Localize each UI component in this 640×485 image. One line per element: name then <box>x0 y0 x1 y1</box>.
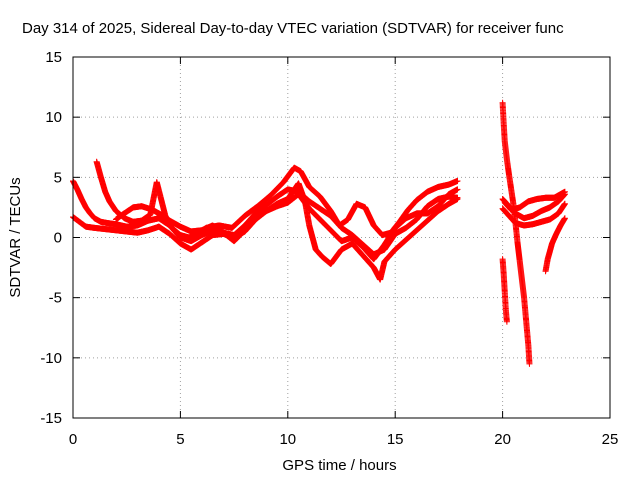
series-trace-f <box>500 256 510 325</box>
series-trace-e <box>500 100 533 367</box>
series-layer <box>70 100 568 367</box>
